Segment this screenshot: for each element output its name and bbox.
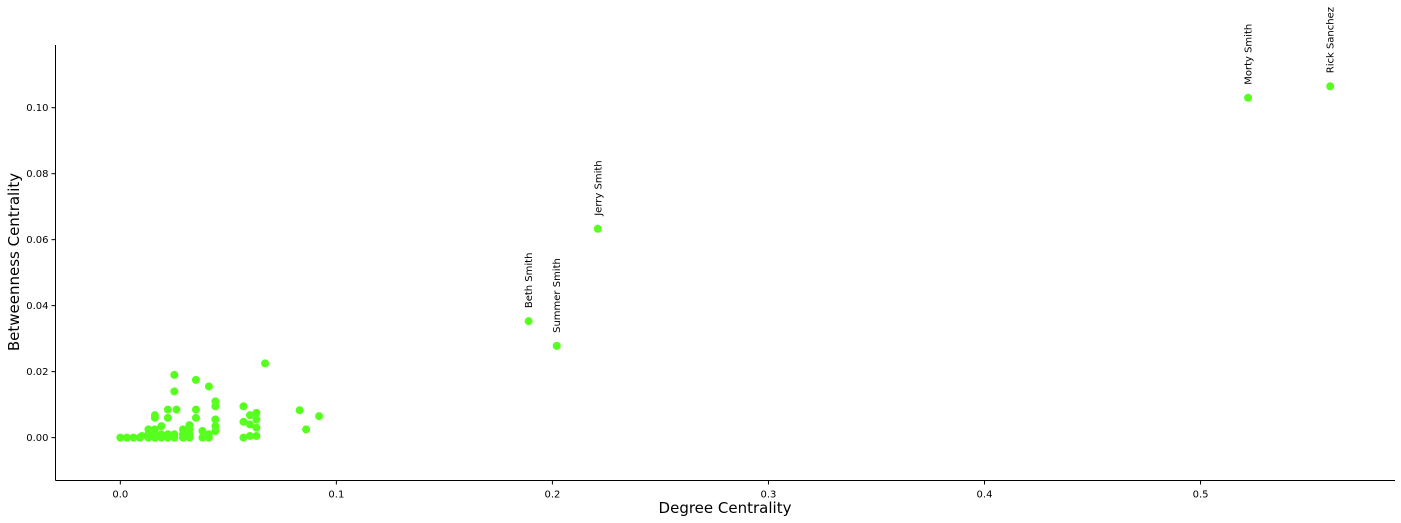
data-point bbox=[150, 411, 159, 420]
data-point bbox=[252, 408, 261, 417]
data-point bbox=[170, 370, 179, 379]
data-point bbox=[122, 433, 131, 442]
data-point bbox=[239, 433, 248, 442]
data-point bbox=[552, 341, 561, 350]
data-point bbox=[252, 415, 261, 424]
data-point bbox=[157, 430, 166, 439]
y-ticks: 0.00 0.02 0.04 0.06 0.08 0.10 bbox=[26, 103, 56, 444]
point-labels: Rick Sanchez Morty Smith Jerry Smith Beth S… bbox=[524, 7, 1337, 333]
data-point bbox=[163, 430, 172, 439]
data-point bbox=[198, 427, 207, 436]
x-tick-label: 0.0 bbox=[112, 490, 128, 501]
y-tick-label: 0.06 bbox=[26, 235, 48, 246]
x-axis-title: Degree Centrality bbox=[659, 499, 792, 517]
data-point bbox=[137, 431, 146, 440]
data-point bbox=[245, 420, 254, 429]
data-point bbox=[150, 425, 159, 434]
y-tick-label: 0.08 bbox=[26, 169, 48, 180]
data-point bbox=[302, 425, 311, 434]
y-axis-title: Betweenness Centrality bbox=[5, 173, 23, 351]
x-tick-label: 0.3 bbox=[761, 490, 777, 501]
data-point bbox=[185, 421, 194, 430]
data-point bbox=[178, 425, 187, 434]
data-point bbox=[593, 224, 602, 233]
data-point bbox=[295, 406, 304, 415]
point-label: Morty Smith bbox=[1244, 24, 1255, 85]
data-point bbox=[1326, 82, 1335, 91]
data-point bbox=[163, 405, 172, 414]
x-ticks: 0.0 0.1 0.2 0.3 0.4 0.5 bbox=[112, 480, 1209, 501]
point-label: Jerry Smith bbox=[593, 160, 604, 216]
data-point bbox=[204, 430, 213, 439]
data-point bbox=[524, 317, 533, 326]
data-point bbox=[204, 382, 213, 391]
data-point bbox=[191, 405, 200, 414]
data-point bbox=[261, 359, 270, 368]
y-tick-label: 0.02 bbox=[26, 367, 48, 378]
data-point bbox=[198, 433, 207, 442]
data-point bbox=[211, 415, 220, 424]
data-point bbox=[116, 433, 125, 442]
data-point bbox=[315, 412, 324, 421]
y-tick-label: 0.00 bbox=[26, 433, 48, 444]
data-point bbox=[252, 431, 261, 440]
data-point bbox=[239, 417, 248, 426]
data-point bbox=[170, 430, 179, 439]
x-tick-label: 0.1 bbox=[328, 490, 344, 501]
data-point bbox=[170, 387, 179, 396]
data-point bbox=[172, 405, 181, 414]
data-point bbox=[129, 433, 138, 442]
y-tick-label: 0.10 bbox=[26, 103, 48, 114]
x-tick-label: 0.4 bbox=[977, 490, 993, 501]
data-point bbox=[252, 423, 261, 432]
data-point bbox=[157, 422, 166, 431]
data-point bbox=[211, 422, 220, 431]
x-tick-label: 0.5 bbox=[1193, 490, 1209, 501]
axes bbox=[55, 45, 1395, 481]
data-point bbox=[245, 411, 254, 420]
data-point bbox=[245, 431, 254, 440]
point-label: Beth Smith bbox=[524, 253, 535, 309]
x-tick-label: 0.2 bbox=[544, 490, 560, 501]
data-point bbox=[163, 413, 172, 422]
data-points bbox=[116, 82, 1335, 442]
data-point bbox=[239, 402, 248, 411]
y-tick-label: 0.04 bbox=[26, 301, 48, 312]
data-point bbox=[191, 375, 200, 384]
data-point bbox=[1244, 93, 1253, 102]
data-point bbox=[211, 397, 220, 406]
data-point bbox=[144, 425, 153, 434]
point-label: Summer Smith bbox=[552, 258, 563, 333]
point-label: Rick Sanchez bbox=[1326, 7, 1337, 73]
data-point bbox=[191, 413, 200, 422]
